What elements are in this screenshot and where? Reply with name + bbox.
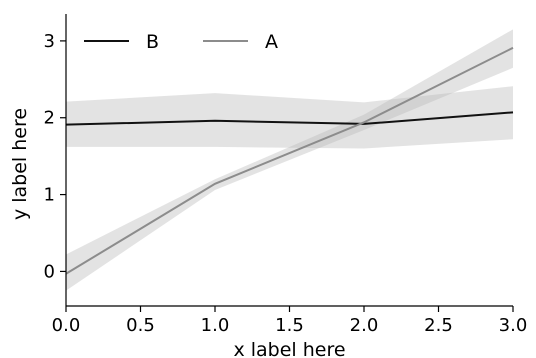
y-tick-label: 1 <box>44 185 55 206</box>
x-tick-label: 2.0 <box>350 315 379 336</box>
x-tick-label: 2.5 <box>424 315 453 336</box>
confidence-band-a <box>66 29 513 291</box>
x-tick-label: 0.0 <box>52 315 81 336</box>
legend-label-b: B <box>146 31 159 53</box>
series-line-a <box>65 46 514 275</box>
y-axis-ticks: 0 1 2 3 <box>44 31 66 282</box>
confidence-bands <box>66 29 513 291</box>
confidence-band-b <box>66 86 513 149</box>
series-lines <box>65 46 514 275</box>
y-axis-label: y label here <box>9 108 31 220</box>
y-tick-label: 2 <box>44 108 55 129</box>
x-tick-label: 3.0 <box>499 315 528 336</box>
x-tick-label: 0.5 <box>126 315 155 336</box>
y-tick-label: 3 <box>44 31 55 52</box>
x-axis-label: x label here <box>233 339 345 358</box>
legend-label-a: A <box>265 31 278 53</box>
x-axis-ticks: 0.0 0.5 1.0 1.5 2.0 2.5 3.0 <box>52 306 528 336</box>
x-tick-label: 1.5 <box>275 315 304 336</box>
x-tick-label: 1.0 <box>201 315 230 336</box>
y-tick-label: 0 <box>44 261 55 282</box>
series-line-b <box>65 111 514 126</box>
